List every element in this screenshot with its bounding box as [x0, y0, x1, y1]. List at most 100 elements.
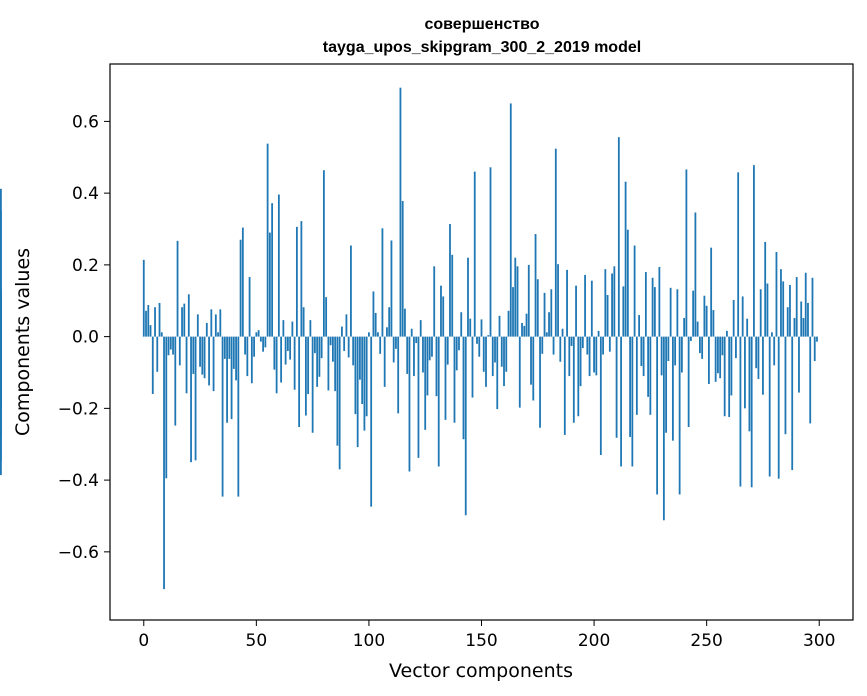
bar-component-41	[235, 336, 237, 381]
bar-component-150	[480, 319, 483, 337]
bar-component-92	[350, 245, 352, 337]
bar-component-240	[683, 317, 686, 337]
bar-component-216	[629, 336, 631, 438]
bar-component-275	[762, 336, 764, 395]
bar-component-79	[320, 336, 323, 359]
bar-component-69	[298, 336, 301, 428]
y-tick-label: 0.0	[72, 328, 99, 348]
x-tick-label: 200	[578, 631, 610, 651]
bar-component-43	[239, 239, 242, 337]
bar-component-281	[775, 251, 778, 337]
bar-component-0	[142, 259, 145, 337]
bar-component-125	[424, 336, 427, 430]
bar-component-19	[185, 336, 188, 394]
chart-subtitle: tayga_upos_skipgram_300_2_2019 model	[323, 39, 641, 56]
bar-component-57	[271, 203, 274, 337]
bar-component-98	[363, 336, 366, 431]
bar-component-285	[784, 336, 787, 435]
bar-component-207	[608, 336, 611, 352]
bar-component-58	[273, 336, 276, 370]
bar-component-154	[489, 167, 492, 337]
bar-component-183	[554, 148, 557, 337]
chart-title: совершенство	[425, 16, 540, 33]
bar-component-239	[680, 336, 683, 373]
bar-component-26	[201, 336, 204, 375]
bar-component-73	[307, 336, 310, 395]
bar-component-247	[699, 336, 701, 354]
bar-component-291	[798, 336, 800, 393]
bar-component-47	[248, 277, 251, 337]
bar-component-20	[187, 294, 190, 337]
bar-component-133	[442, 296, 445, 337]
bar-component-23	[194, 336, 197, 461]
bar-component-115	[401, 201, 404, 337]
bar-component-270	[750, 336, 753, 488]
bar-component-284	[782, 281, 785, 337]
x-axis-label: Vector components	[389, 660, 573, 682]
bar-component-132	[440, 285, 442, 337]
bar-component-251	[708, 336, 710, 384]
bar-component-30	[210, 309, 213, 337]
bar-component-102	[372, 291, 375, 337]
bar-component-42	[237, 336, 240, 497]
bar-component-262	[732, 300, 735, 337]
bar-component-253	[712, 310, 715, 337]
bar-component-144	[467, 257, 469, 337]
bar-component-undefined	[0, 287, 2, 337]
bar-component-53	[262, 336, 264, 352]
bar-component-141	[460, 312, 463, 337]
bar-component-83	[329, 336, 332, 346]
bar-component-189	[568, 336, 571, 377]
bar-component-218	[633, 245, 636, 337]
bar-component-267	[744, 336, 746, 409]
bar-component-173	[532, 336, 535, 401]
bar-component-205	[604, 269, 607, 337]
bar-component-286	[786, 307, 789, 337]
bar-component-199	[590, 280, 593, 337]
bar-component-121	[415, 336, 418, 344]
bar-component-44	[241, 227, 244, 337]
bar-component-237	[676, 289, 679, 337]
bar-component-124	[422, 336, 424, 373]
bar-component-32	[214, 314, 217, 337]
bar-component-171	[527, 264, 530, 337]
bar-component-242	[687, 336, 690, 428]
bar-component-279	[771, 332, 773, 337]
bar-component-203	[599, 336, 602, 455]
bar-component-21	[190, 336, 192, 463]
bar-component-298	[813, 336, 816, 362]
bar-component-61	[280, 336, 283, 383]
bar-component-103	[374, 312, 377, 337]
bar-component-198	[588, 336, 591, 377]
bar-component-221	[640, 336, 643, 367]
bar-component-147	[473, 171, 476, 337]
bar-component-175	[536, 279, 539, 337]
bar-component-11	[167, 336, 170, 356]
bar-component-75	[311, 336, 314, 433]
bar-component-131	[437, 336, 440, 467]
bar-component-50	[255, 332, 258, 337]
bar-component-224	[647, 336, 650, 397]
bar-component-297	[811, 277, 814, 337]
bar-component-52	[259, 336, 262, 342]
bar-component-140	[458, 336, 460, 351]
bar-component-182	[552, 336, 555, 355]
x-tick-label: 250	[690, 631, 722, 651]
bar-component-208	[611, 273, 613, 337]
bar-component-268	[746, 318, 749, 337]
bar-component-80	[322, 170, 325, 337]
bar-component-230	[660, 336, 663, 376]
bar-component-76	[313, 336, 316, 354]
bar-component-2	[147, 305, 150, 337]
bar-component-209	[613, 266, 616, 337]
bar-component-258	[723, 336, 726, 417]
x-tick-label: 150	[465, 631, 497, 651]
bar-component-118	[408, 336, 411, 472]
bar-component-159	[500, 336, 503, 367]
bar-component-45	[244, 336, 246, 355]
bar-component-187	[563, 336, 566, 435]
bar-component-24	[196, 314, 199, 337]
bar-component-4	[151, 336, 154, 395]
bar-component-109	[388, 307, 391, 337]
bar-component-100	[368, 332, 370, 337]
